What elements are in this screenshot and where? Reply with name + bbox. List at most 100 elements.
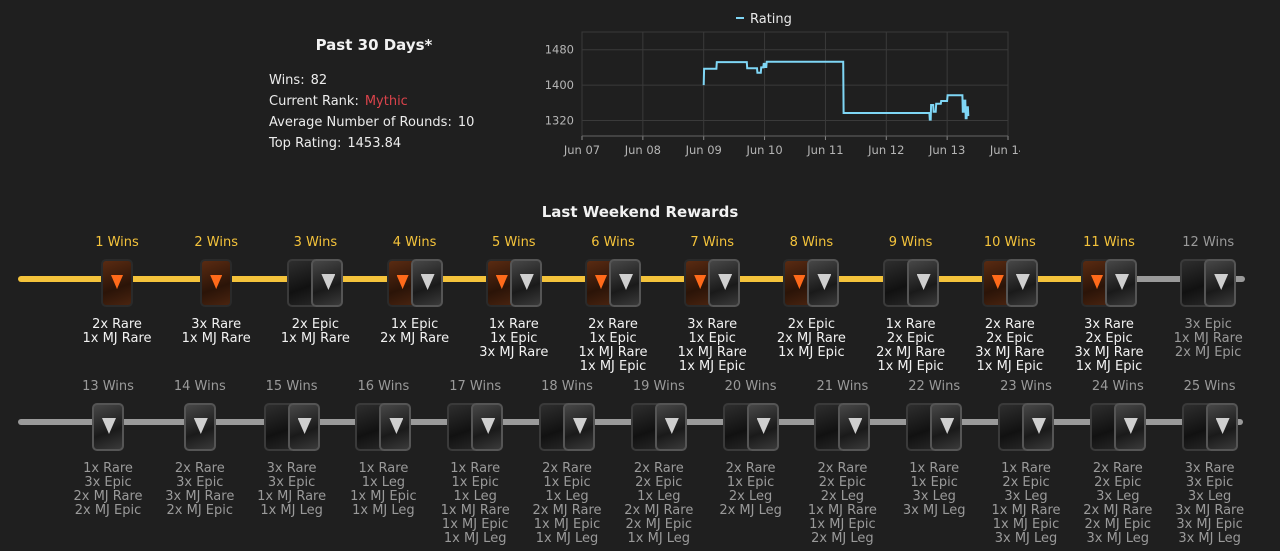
reward-line: 3x Leg <box>912 489 956 504</box>
reward-contents: 1x Rare 2x Epic 2x MJ Rare 1x MJ Epic <box>863 318 959 374</box>
reward-contents: 2x Epic 2x MJ Rare 1x MJ Epic <box>763 318 859 360</box>
reward-line: 3x Rare <box>266 461 317 476</box>
reward-line: 2x Leg <box>728 489 773 504</box>
reward-contents: 1x Rare 1x Epic 3x MJ Rare <box>466 318 562 360</box>
reward-line: 1x MJ Leg <box>627 531 691 546</box>
reward-line: 1x MJ Leg <box>443 531 507 546</box>
reward-line: 3x MJ Rare <box>1175 503 1245 518</box>
reward-line: 2x Epic <box>291 317 340 332</box>
reward-tier: 18 Wins 2x Rare 1x Epic 1x Leg 2x MJ Rare 1x … <box>519 378 615 546</box>
reward-line: 3x Rare <box>1184 461 1235 476</box>
reward-contents: 2x Rare 1x Epic 1x MJ Rare 1x MJ Epic <box>565 318 661 374</box>
reward-contents: 1x Epic 2x MJ Rare <box>367 318 463 346</box>
reward-line: 2x Rare <box>92 317 142 332</box>
reward-packs <box>1061 259 1157 313</box>
booster-pack-icon <box>509 259 542 307</box>
reward-contents: 3x Epic 1x MJ Rare 2x MJ Epic <box>1160 318 1256 360</box>
reward-line: 3x Leg <box>1187 489 1232 504</box>
reward-line: 3x Epic <box>1185 475 1234 490</box>
reward-contents: 2x Rare 2x Epic 3x Leg 2x MJ Rare 2x MJ Epic… <box>1070 462 1166 546</box>
top-rating-value: 1453.84 <box>347 136 402 151</box>
reward-line: 2x MJ Rare <box>1083 503 1153 518</box>
reward-line: 2x Rare <box>174 461 225 476</box>
progress-track-row2 <box>18 419 1243 425</box>
reward-tier-title: 9 Wins <box>888 235 933 250</box>
top-rating-stat: Top Rating: 1453.84 <box>269 133 509 154</box>
reward-line: 2x Epic <box>818 475 867 490</box>
reward-line: 3x Epic <box>1184 317 1232 332</box>
reward-contents: 3x Rare 3x Epic 1x MJ Rare 1x MJ Leg <box>244 462 340 518</box>
reward-packs <box>962 259 1058 313</box>
reward-line: 3x Rare <box>687 317 738 332</box>
reward-tier-title: 13 Wins <box>82 379 134 394</box>
reward-line: 1x MJ Epic <box>1075 359 1143 374</box>
reward-line: 1x Rare <box>1001 461 1051 476</box>
reward-tier-title: 16 Wins <box>357 379 410 394</box>
x-tick-label: Jun 10 <box>745 143 782 157</box>
reward-line: 1x MJ Epic <box>976 359 1044 374</box>
reward-tier: 10 Wins 2x Rare 2x Epic 3x MJ Rare 1x MJ Epi… <box>962 234 1058 374</box>
reward-tier-title: 23 Wins <box>1000 379 1052 394</box>
reward-tier: 12 Wins 3x Epic 1x MJ Rare 2x MJ Epic <box>1160 234 1256 360</box>
booster-pack-icon <box>746 403 779 451</box>
reward-line: 1x MJ Leg <box>535 531 599 546</box>
reward-tier-title: 19 Wins <box>632 379 685 394</box>
reward-line: 1x Rare <box>885 317 936 332</box>
reward-packs <box>565 259 661 313</box>
reward-line: 1x Epic <box>589 331 637 346</box>
booster-pack-icon <box>1005 259 1038 307</box>
reward-tier-title: 15 Wins <box>265 379 318 394</box>
reward-line: 1x Leg <box>361 475 406 490</box>
reward-contents: 2x Rare 2x Epic 1x Leg 2x MJ Rare 2x MJ Epic… <box>611 462 707 546</box>
reward-packs <box>335 403 431 457</box>
reward-contents: 3x Rare 3x Epic 3x Leg 3x MJ Rare 3x MJ Epic… <box>1162 462 1258 546</box>
rounds-value: 10 <box>457 115 475 130</box>
reward-packs <box>863 259 959 313</box>
reward-contents: 1x Rare 1x Epic 3x Leg 3x MJ Leg <box>886 462 982 518</box>
reward-contents: 2x Rare 1x Epic 2x Leg 2x MJ Leg <box>703 462 799 518</box>
booster-pack-icon <box>1105 259 1137 307</box>
reward-tier: 9 Wins 1x Rare 2x Epic 2x MJ Rare 1x MJ Epic <box>863 234 959 374</box>
reward-contents: 2x Rare 1x Epic 1x Leg 2x MJ Rare 1x MJ Epic… <box>519 462 615 546</box>
reward-tier-title: 20 Wins <box>724 379 777 394</box>
reward-tier: 3 Wins 2x Epic 1x MJ Rare <box>267 234 363 346</box>
reward-line: 3x Leg <box>1096 489 1140 504</box>
reward-line: 1x Rare <box>358 461 409 476</box>
booster-pack-icon <box>708 259 741 307</box>
reward-packs <box>244 403 340 457</box>
y-tick-label: 1480 <box>545 43 574 57</box>
reward-line: 3x Epic <box>84 475 132 490</box>
reward-line: 1x MJ Rare <box>181 331 251 346</box>
reward-tier: 1 Wins 2x Rare 1x MJ Rare <box>69 234 165 346</box>
reward-contents: 1x Rare 1x Epic 1x Leg 1x MJ Rare 1x MJ Epic… <box>427 462 523 546</box>
reward-line: 2x MJ Epic <box>1084 517 1152 532</box>
reward-line: 2x MJ Rare <box>380 331 450 346</box>
reward-packs <box>1160 259 1256 313</box>
reward-tier-title: 21 Wins <box>816 379 869 394</box>
reward-line: 1x Leg <box>453 489 497 504</box>
reward-line: 1x MJ Rare <box>1173 331 1243 346</box>
reward-line: 3x MJ Leg <box>902 503 966 518</box>
reward-line: 2x MJ Leg <box>811 531 874 546</box>
reward-line: 2x Rare <box>542 461 592 476</box>
reward-line: 1x Rare <box>909 461 960 476</box>
reward-tier-title: 17 Wins <box>449 379 502 394</box>
booster-pack-icon <box>1022 403 1054 451</box>
booster-pack-icon <box>287 403 320 451</box>
reward-line: 2x MJ Epic <box>166 503 234 518</box>
booster-pack-icon <box>101 259 133 307</box>
reward-packs <box>703 403 799 457</box>
reward-tier: 19 Wins 2x Rare 2x Epic 1x Leg 2x MJ Rare 2x … <box>611 378 707 546</box>
reward-line: 1x MJ Epic <box>350 489 417 504</box>
reward-packs <box>886 403 982 457</box>
reward-packs <box>168 259 264 313</box>
reward-contents: 2x Epic 1x MJ Rare <box>267 318 363 346</box>
reward-packs <box>978 403 1074 457</box>
booster-pack-icon <box>200 259 233 307</box>
reward-line: 1x Epic <box>910 475 958 490</box>
reward-tier: 5 Wins 1x Rare 1x Epic 3x MJ Rare <box>466 234 562 360</box>
booster-pack-icon <box>563 403 595 451</box>
reward-contents: 1x Rare 2x Epic 3x Leg 1x MJ Rare 1x MJ Epic… <box>978 462 1074 546</box>
booster-pack-icon <box>183 403 216 451</box>
rating-series-line <box>702 60 970 121</box>
